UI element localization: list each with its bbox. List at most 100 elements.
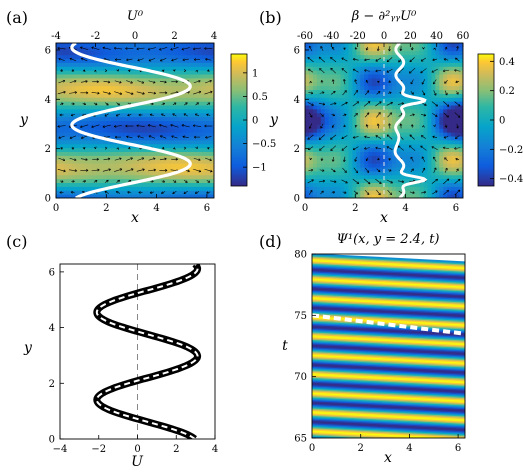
panel-b-cell xyxy=(356,143,361,149)
panel-b-cell xyxy=(312,58,318,63)
panel-a-cell xyxy=(190,97,195,102)
panel-b-cell xyxy=(391,74,397,79)
panel-b-cell xyxy=(399,132,405,137)
panel-b-cell xyxy=(356,170,361,176)
panel-a-arrowhead xyxy=(125,124,128,128)
panel-a-cell xyxy=(186,151,191,156)
panel-b-cell xyxy=(384,124,389,129)
panel-a-cell xyxy=(71,186,77,191)
panel-b-cell xyxy=(439,97,444,102)
panel-b-cell xyxy=(455,81,460,87)
panel-a-cell xyxy=(119,54,124,60)
panel-a-cell xyxy=(166,105,172,110)
panel-a-cell xyxy=(158,54,164,60)
panel-b-cell xyxy=(364,128,369,133)
panel-a-cell xyxy=(91,66,96,71)
panel-b-arrowhead xyxy=(410,81,414,85)
panel-a-arrowhead xyxy=(60,147,63,150)
panel-a-cell xyxy=(79,85,85,91)
panel-b-cell xyxy=(455,97,460,102)
panel-a-arrowhead xyxy=(119,157,122,161)
panel-b-cell xyxy=(384,50,389,56)
panel-a-cell xyxy=(56,89,61,94)
panel-a-cell xyxy=(79,128,85,133)
panel-b-cell xyxy=(360,170,365,176)
panel-a-arrow xyxy=(193,168,202,172)
panel-b-cell xyxy=(376,54,381,60)
panel-b-cell xyxy=(356,101,361,106)
panel-b-cell xyxy=(328,174,334,180)
panel-b-cell xyxy=(387,182,393,187)
panel-a-cell xyxy=(75,105,81,110)
panel-a-cell xyxy=(95,190,100,195)
panel-a-cell xyxy=(111,163,116,168)
panel-b-cell xyxy=(340,167,345,172)
panel-b-arrowhead xyxy=(365,47,369,51)
panel-b-cell xyxy=(399,178,405,184)
panel-b-cell xyxy=(352,43,357,48)
panel-b-arrowhead xyxy=(410,156,414,160)
panel-a-cell xyxy=(87,136,93,141)
panel-a-cell xyxy=(111,178,116,184)
panel-a-cell xyxy=(170,62,175,67)
panel-b-cell xyxy=(455,58,460,63)
panel-a-cell xyxy=(119,159,124,164)
panel-a-cell xyxy=(138,155,144,160)
panel-a-cell xyxy=(186,132,191,137)
panel-a-title: U⁰ xyxy=(127,9,144,24)
panel-b-cell xyxy=(368,62,373,67)
panel-b-cell xyxy=(435,101,440,106)
panel-b-cell xyxy=(443,108,448,114)
panel-b-cell xyxy=(395,101,401,106)
panel-a-cell xyxy=(170,54,175,60)
panel-b-cell xyxy=(427,101,432,106)
panel-b-cell xyxy=(372,112,377,118)
panel-a-cell xyxy=(135,174,140,180)
panel-a-cell xyxy=(91,89,96,94)
panel-a-cell xyxy=(83,66,89,71)
panel-a-cell xyxy=(135,85,140,91)
panel-a-cell xyxy=(154,50,160,56)
panel-a-arrowhead xyxy=(107,157,111,161)
panel-a-cell xyxy=(154,186,160,191)
panel-b-arrow xyxy=(397,103,404,105)
panel-a-arrow xyxy=(137,80,144,84)
panel-a-cell xyxy=(158,136,164,141)
panel-a-cell xyxy=(123,174,128,180)
panel-a-cell xyxy=(83,151,89,156)
panel-a-cell xyxy=(99,116,104,122)
panel-b-cell xyxy=(419,151,424,156)
panel-b-cell xyxy=(415,147,421,153)
panel-b-cell xyxy=(447,54,452,60)
panel-a-cell xyxy=(115,77,120,83)
panel-b-cell xyxy=(431,136,436,141)
panel-a-cell xyxy=(71,174,77,180)
panel-b-cell xyxy=(407,194,413,198)
panel-b-cell xyxy=(360,89,365,94)
panel-b-cell xyxy=(305,101,310,106)
panel-b-arrow xyxy=(409,180,416,183)
panel-a-cell xyxy=(142,120,148,125)
panel-a-cell xyxy=(170,97,175,102)
panel-b-cell xyxy=(419,89,424,94)
panel-b-cell xyxy=(360,159,365,164)
panel-a-cell xyxy=(162,89,168,94)
panel-a-cell xyxy=(198,74,203,79)
panel-b-cell xyxy=(316,50,322,56)
panel-b-cell xyxy=(431,112,436,118)
panel-a-cell xyxy=(178,190,183,195)
panel-b-cell xyxy=(352,186,357,191)
panel-a-cell xyxy=(67,66,73,71)
panel-b-arrowhead xyxy=(311,179,314,182)
panel-b-cell xyxy=(368,147,373,153)
panel-b-cell xyxy=(459,101,463,106)
panel-b-cell xyxy=(443,81,448,87)
panel-b-cell xyxy=(320,93,326,98)
panel-a-cell xyxy=(135,182,140,187)
panel-b-cell xyxy=(439,120,444,125)
panel-b-cell xyxy=(423,143,428,149)
panel-a-cell xyxy=(115,85,120,91)
panel-a-cell xyxy=(202,108,207,114)
panel-b-cell xyxy=(328,93,334,98)
panel-b-cell xyxy=(308,89,314,94)
